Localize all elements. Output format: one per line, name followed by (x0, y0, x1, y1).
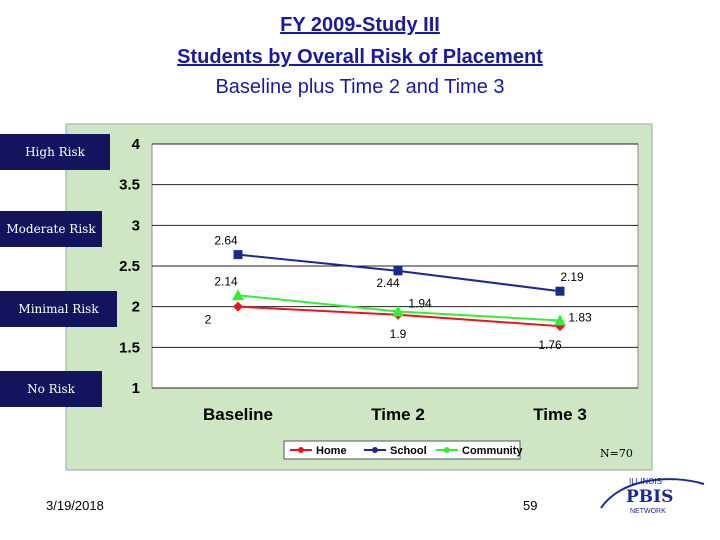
data-label: 2 (205, 313, 212, 327)
data-label: 2.19 (560, 270, 584, 284)
x-tick-label: Time 3 (533, 405, 587, 424)
footer-date: 3/19/2018 (46, 498, 104, 513)
data-label: 1.9 (390, 327, 407, 341)
data-label: 2.44 (376, 276, 400, 290)
x-tick-label: Baseline (203, 405, 273, 424)
logo-top-text: ILLINOIS (629, 477, 662, 486)
chart-subtitle: Baseline plus Time 2 and Time 3 (215, 76, 505, 98)
risk-label-high: High Risk (0, 134, 110, 170)
legend-label-home: Home (316, 445, 347, 457)
legend-marker (372, 447, 378, 453)
legend (283, 440, 521, 460)
y-tick-label: 3 (132, 217, 140, 234)
risk-label-moderate: Moderate Risk (0, 211, 102, 247)
chart-title-line1: FY 2009-Study III (280, 14, 440, 36)
data-label: 1.83 (568, 310, 592, 324)
page-number: 59 (523, 498, 538, 513)
chart-title-line2: Students by Overall Risk of Placement (177, 46, 543, 68)
x-tick-label: Time 2 (371, 405, 425, 424)
logo-bottom-text: NETWORK (630, 508, 666, 515)
data-point-community (232, 289, 244, 301)
data-label: 2.14 (214, 274, 238, 288)
pbis-network-logo: ILLINOIS PBIS NETWORK (600, 477, 705, 515)
data-label: 1.76 (538, 338, 562, 352)
data-point-school (393, 266, 403, 276)
legend-marker (444, 447, 450, 453)
data-point-home (233, 301, 243, 312)
y-tick-label: 1 (132, 380, 140, 397)
risk-label-minimal: Minimal Risk (0, 291, 117, 327)
logo-main-text: PBIS (626, 487, 673, 507)
y-tick-label: 2.5 (119, 258, 140, 275)
n-label: N=70 (600, 447, 633, 460)
data-point-school (555, 286, 565, 296)
y-tick-label: 1.5 (119, 339, 140, 356)
y-tick-label: 2 (132, 299, 140, 316)
data-point-community (392, 305, 404, 317)
risk-label-none: No Risk (0, 371, 102, 407)
legend-label-community: Community (462, 445, 523, 457)
y-tick-label: 3.5 (119, 177, 140, 194)
data-point-community (554, 314, 566, 326)
data-label: 1.94 (408, 297, 432, 311)
data-label: 2.64 (214, 234, 238, 248)
legend-marker (298, 447, 304, 453)
data-point-school (233, 250, 243, 260)
legend-label-school: School (390, 445, 427, 457)
y-tick-label: 4 (132, 136, 141, 153)
